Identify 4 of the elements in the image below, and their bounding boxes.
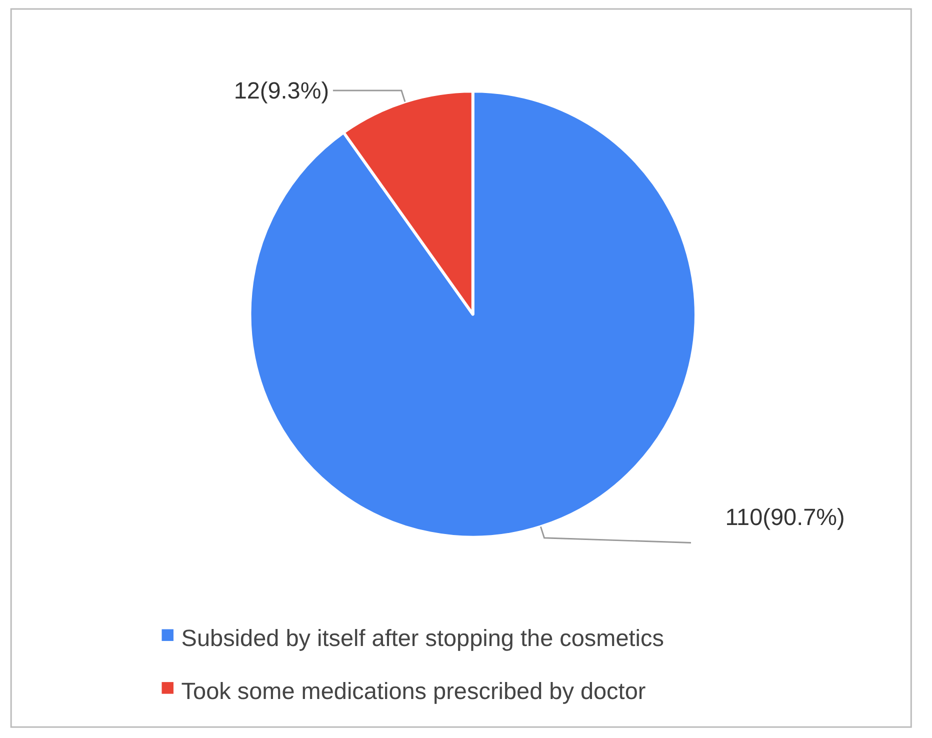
legend-label: Took some medications prescribed by doctor bbox=[181, 678, 646, 704]
legend-label: Subsided by itself after stopping the cosmetics bbox=[181, 625, 664, 652]
data-label: 12(9.3%) bbox=[234, 77, 330, 104]
data-label: 110(90.7%) bbox=[725, 504, 845, 530]
